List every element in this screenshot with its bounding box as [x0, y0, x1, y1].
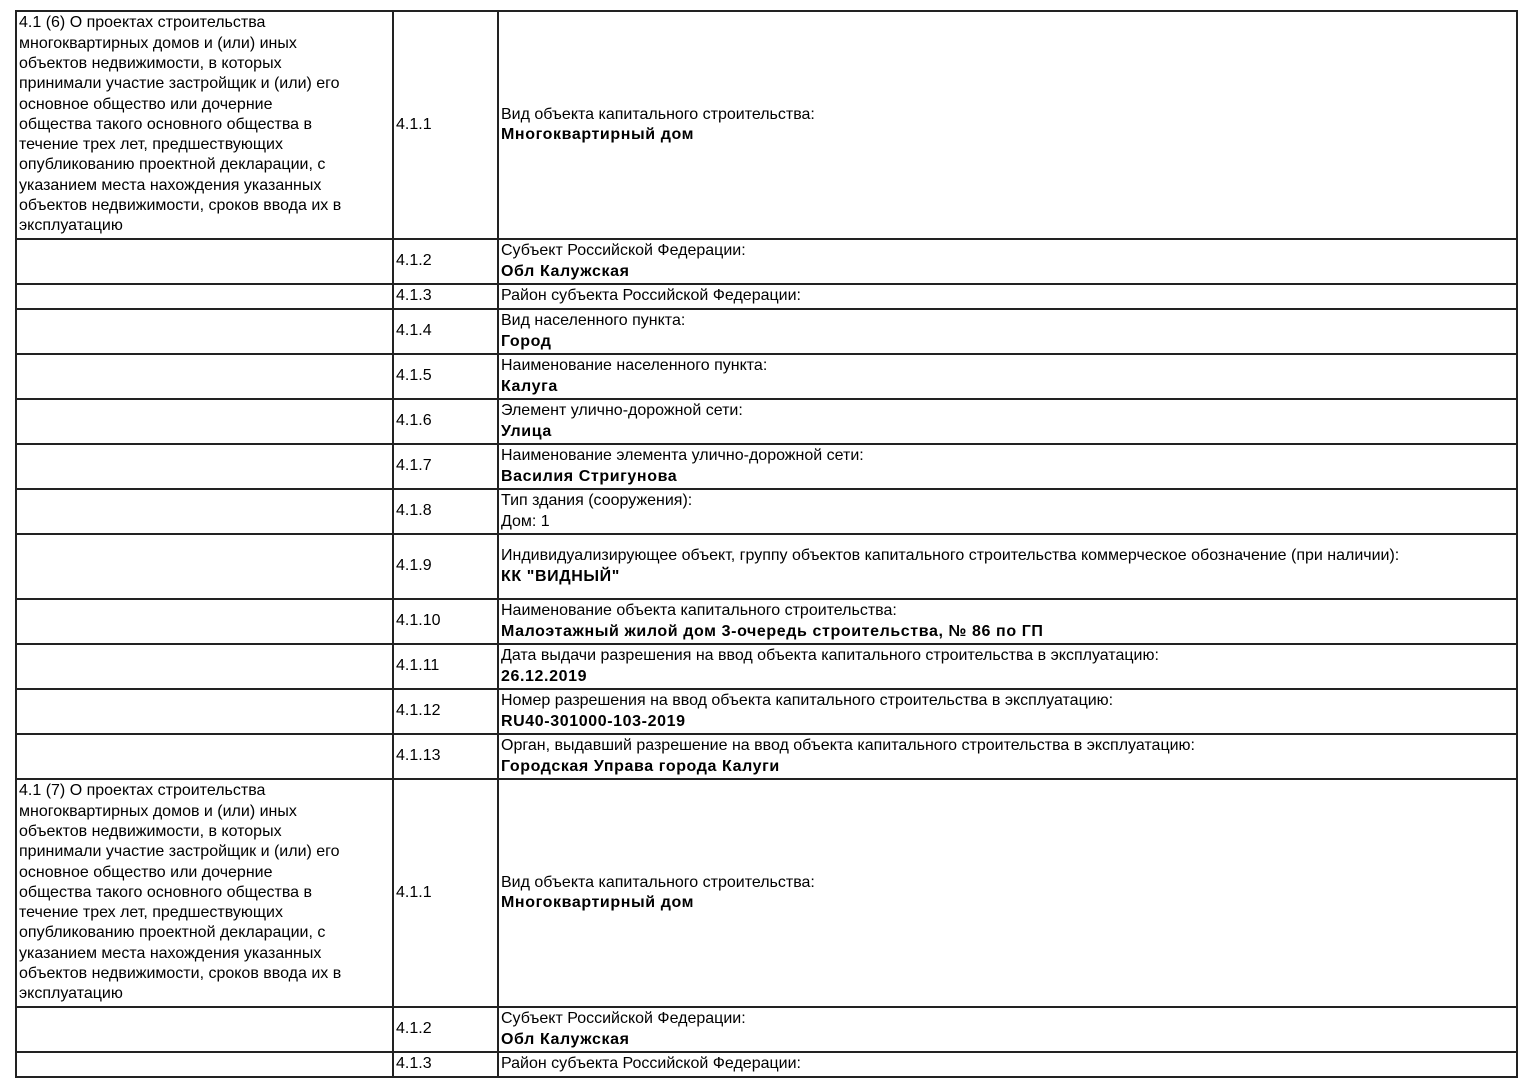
table-row: 4.1.5 Наименование населенного пункта: Кал…	[15, 353, 1518, 400]
item-content: Субъект Российской Федерации: Обл Калужск…	[497, 1006, 1518, 1053]
section-title	[15, 1006, 394, 1053]
item-value: Обл Калужская	[501, 262, 630, 280]
item-code: 4.1.4	[392, 308, 499, 355]
item-label: Субъект Российской Федерации:	[501, 242, 746, 260]
table-row: 4.1.2 Субъект Российской Федерации: Обл Ка…	[15, 238, 1518, 285]
section-title	[15, 238, 394, 285]
item-label: Наименование элемента улично-дорожной се…	[501, 447, 864, 465]
item-code: 4.1.7	[392, 443, 499, 490]
table-row: 4.1.8 Тип здания (сооружения): Дом: 1	[15, 488, 1518, 535]
item-code: 4.1.1	[392, 778, 499, 1008]
item-code: 4.1.1	[392, 10, 499, 240]
item-content: Вид объекта капитального строительства: М…	[497, 778, 1518, 1008]
item-label: Элемент улично-дорожной сети:	[501, 402, 743, 420]
item-value: Дом: 1	[501, 512, 550, 530]
table-row: 4.1.9 Индивидуализирующее объект, группу …	[15, 533, 1518, 600]
declaration-table: 4.1 (6) О проектах строительства многокв…	[15, 10, 1518, 1078]
item-content: Район субъекта Российской Федерации:	[497, 1051, 1518, 1078]
section-title	[15, 353, 394, 400]
table-row: 4.1.3 Район субъекта Российской Федерации…	[15, 283, 1518, 310]
section-title: 4.1 (6) О проектах строительства многокв…	[15, 10, 394, 240]
section-title	[15, 733, 394, 780]
table-row: 4.1.13 Орган, выдавший разрешение на ввод…	[15, 733, 1518, 780]
item-code: 4.1.9	[392, 533, 499, 600]
item-content: Дата выдачи разрешения на ввод объекта к…	[497, 643, 1518, 690]
item-code: 4.1.12	[392, 688, 499, 735]
table-row: 4.1.12 Номер разрешения на ввод объекта к…	[15, 688, 1518, 735]
item-value: Обл Калужская	[501, 1030, 630, 1048]
item-content: Элемент улично-дорожной сети: Улица	[497, 398, 1518, 445]
section-title	[15, 688, 394, 735]
item-label: Наименование населенного пункта:	[501, 357, 768, 375]
item-content: Район субъекта Российской Федерации:	[497, 283, 1518, 310]
item-value: RU40-301000-103-2019	[501, 712, 686, 730]
table-row: 4.1.2 Субъект Российской Федерации: Обл Ка…	[15, 1006, 1518, 1053]
section-title	[15, 308, 394, 355]
item-content: Орган, выдавший разрешение на ввод объек…	[497, 733, 1518, 780]
section-title: 4.1 (7) О проектах строительства многокв…	[15, 778, 394, 1008]
table-row: 4.1.11 Дата выдачи разрешения на ввод объ…	[15, 643, 1518, 690]
table-row: 4.1 (7) О проектах строительства многокв…	[15, 778, 1518, 1008]
item-code: 4.1.6	[392, 398, 499, 445]
item-code: 4.1.3	[392, 283, 499, 310]
table-row: 4.1.7 Наименование элемента улично-дорожн…	[15, 443, 1518, 490]
item-label: Дата выдачи разрешения на ввод объекта к…	[501, 647, 1159, 665]
item-content: Наименование элемента улично-дорожной се…	[497, 443, 1518, 490]
item-label: Вид объекта капитального строительства:	[501, 105, 815, 123]
item-code: 4.1.2	[392, 1006, 499, 1053]
table-row: 4.1.10 Наименование объекта капитального …	[15, 598, 1518, 645]
table-row: 4.1.6 Элемент улично-дорожной сети: Улица	[15, 398, 1518, 445]
section-title	[15, 1051, 394, 1078]
item-value: Малоэтажный жилой дом 3-очередь строител…	[501, 622, 1044, 640]
item-value: Город	[501, 332, 552, 350]
section-title	[15, 283, 394, 310]
item-code: 4.1.10	[392, 598, 499, 645]
item-label: Вид объекта капитального строительства:	[501, 873, 815, 891]
section-title	[15, 488, 394, 535]
table-row: 4.1.4 Вид населенного пункта: Город	[15, 308, 1518, 355]
item-content: Наименование объекта капитального строит…	[497, 598, 1518, 645]
item-code: 4.1.8	[392, 488, 499, 535]
item-code: 4.1.2	[392, 238, 499, 285]
item-label: Номер разрешения на ввод объекта капитал…	[501, 692, 1114, 710]
item-label: Район субъекта Российской Федерации:	[501, 287, 801, 305]
item-value: Улица	[501, 422, 552, 440]
item-label: Наименование объекта капитального строит…	[501, 602, 897, 620]
item-code: 4.1.11	[392, 643, 499, 690]
item-content: Индивидуализирующее объект, группу объек…	[497, 533, 1518, 600]
item-label: Орган, выдавший разрешение на ввод объек…	[501, 737, 1195, 755]
item-value: Многоквартирный дом	[501, 126, 695, 143]
item-value: Многоквартирный дом	[501, 894, 695, 911]
item-value: КК "ВИДНЫЙ"	[501, 567, 620, 585]
item-content: Вид объекта капитального строительства: М…	[497, 10, 1518, 240]
item-label: Район субъекта Российской Федерации:	[501, 1055, 801, 1073]
item-value: Городская Управа города Калуги	[501, 757, 780, 775]
item-label: Субъект Российской Федерации:	[501, 1010, 746, 1028]
item-content: Субъект Российской Федерации: Обл Калужск…	[497, 238, 1518, 285]
item-code: 4.1.13	[392, 733, 499, 780]
section-title	[15, 398, 394, 445]
section-title	[15, 533, 394, 600]
table-row: 4.1 (6) О проектах строительства многокв…	[15, 10, 1518, 240]
item-content: Номер разрешения на ввод объекта капитал…	[497, 688, 1518, 735]
item-content: Наименование населенного пункта: Калуга	[497, 353, 1518, 400]
item-value: Василия Стригунова	[501, 467, 678, 485]
item-label: Индивидуализирующее объект, группу объек…	[501, 547, 1400, 565]
item-code: 4.1.3	[392, 1051, 499, 1078]
section-title	[15, 598, 394, 645]
item-value: 26.12.2019	[501, 667, 588, 685]
section-title	[15, 643, 394, 690]
item-content: Тип здания (сооружения): Дом: 1	[497, 488, 1518, 535]
section-title	[15, 443, 394, 490]
item-code: 4.1.5	[392, 353, 499, 400]
item-label: Вид населенного пункта:	[501, 312, 686, 330]
item-value: Калуга	[501, 377, 558, 395]
item-label: Тип здания (сооружения):	[501, 492, 693, 510]
table-row: 4.1.3 Район субъекта Российской Федерации…	[15, 1051, 1518, 1078]
item-content: Вид населенного пункта: Город	[497, 308, 1518, 355]
